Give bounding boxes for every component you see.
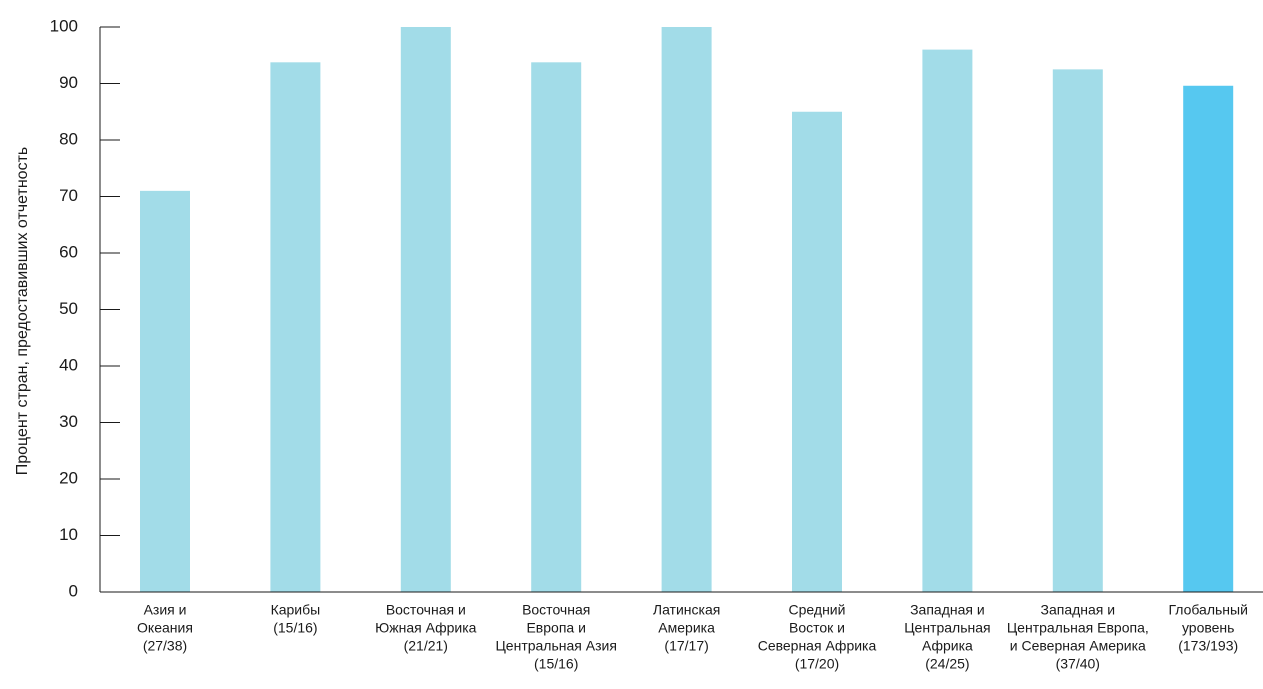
- bar: [792, 111, 842, 592]
- y-tick-label: 10: [59, 525, 78, 544]
- bar: [400, 27, 451, 592]
- x-tick-label: Восточная и: [386, 602, 466, 618]
- y-tick-label: 50: [59, 299, 78, 318]
- x-tick-label: (15/16): [534, 656, 578, 672]
- x-tick-label: Западная и: [910, 602, 985, 618]
- x-tick-label: Центральная: [904, 620, 990, 636]
- x-tick-label: Америка: [658, 620, 715, 636]
- y-axis: 0 10 20 30 40 50 60 70 80 90 100: [50, 16, 120, 600]
- x-tick-label: Европа и: [526, 620, 585, 636]
- x-tick-label: Африка: [922, 638, 973, 654]
- x-tick-label: и Северная Америка: [1010, 638, 1146, 654]
- y-tick-label: 70: [59, 186, 78, 205]
- y-tick-label: 60: [59, 242, 78, 261]
- x-tick-label: (37/40): [1056, 656, 1100, 672]
- x-tick-label: Латинская: [653, 602, 720, 618]
- x-tick-label: Западная и: [1041, 602, 1116, 618]
- y-tick-label: 20: [59, 468, 78, 487]
- y-tick-label: 90: [59, 73, 78, 92]
- x-tick-label: Океания: [137, 620, 193, 636]
- y-tick-label: 0: [69, 581, 78, 600]
- x-tick-label: (21/21): [404, 638, 448, 654]
- bar: [1183, 85, 1234, 592]
- bar: [270, 62, 321, 592]
- x-tick-label: (27/38): [143, 638, 187, 654]
- bar: [531, 62, 582, 592]
- x-tick-label: (173/193): [1178, 638, 1238, 654]
- y-tick-label: 30: [59, 412, 78, 431]
- bar: [140, 190, 190, 592]
- bars: [140, 27, 1234, 593]
- x-tick-label: Восточная: [522, 602, 590, 618]
- x-tick-label: (17/17): [664, 638, 708, 654]
- x-tick-label: Карибы: [271, 602, 321, 618]
- bar: [661, 27, 712, 592]
- y-tick-label: 100: [50, 16, 78, 35]
- x-tick-label: Азия и: [144, 602, 187, 618]
- x-tick-label: Северная Африка: [758, 638, 877, 654]
- x-tick-label: Центральная Азия: [495, 638, 616, 654]
- x-tick-label: Южная Африка: [375, 620, 477, 636]
- bar: [1052, 69, 1103, 592]
- x-tick-label: (15/16): [273, 620, 317, 636]
- y-tick-label: 80: [59, 129, 78, 148]
- x-tick-label: Средний: [789, 602, 846, 618]
- x-tick-label: Центральная Европа,: [1007, 620, 1149, 636]
- bar: [922, 49, 973, 593]
- x-tick-label: Восток и: [789, 620, 845, 636]
- x-tick-label: (24/25): [925, 656, 969, 672]
- y-axis-label: Процент стран, предоставивших отчетность: [14, 147, 31, 476]
- x-tick-label: Глобальный: [1168, 602, 1247, 618]
- x-tick-label: уровень: [1182, 620, 1235, 636]
- x-tick-label: (17/20): [795, 656, 839, 672]
- x-axis-tick-labels: Азия и Океания (27/38) Карибы (15/16) Восточн…: [137, 602, 1248, 672]
- y-tick-label: 40: [59, 355, 78, 374]
